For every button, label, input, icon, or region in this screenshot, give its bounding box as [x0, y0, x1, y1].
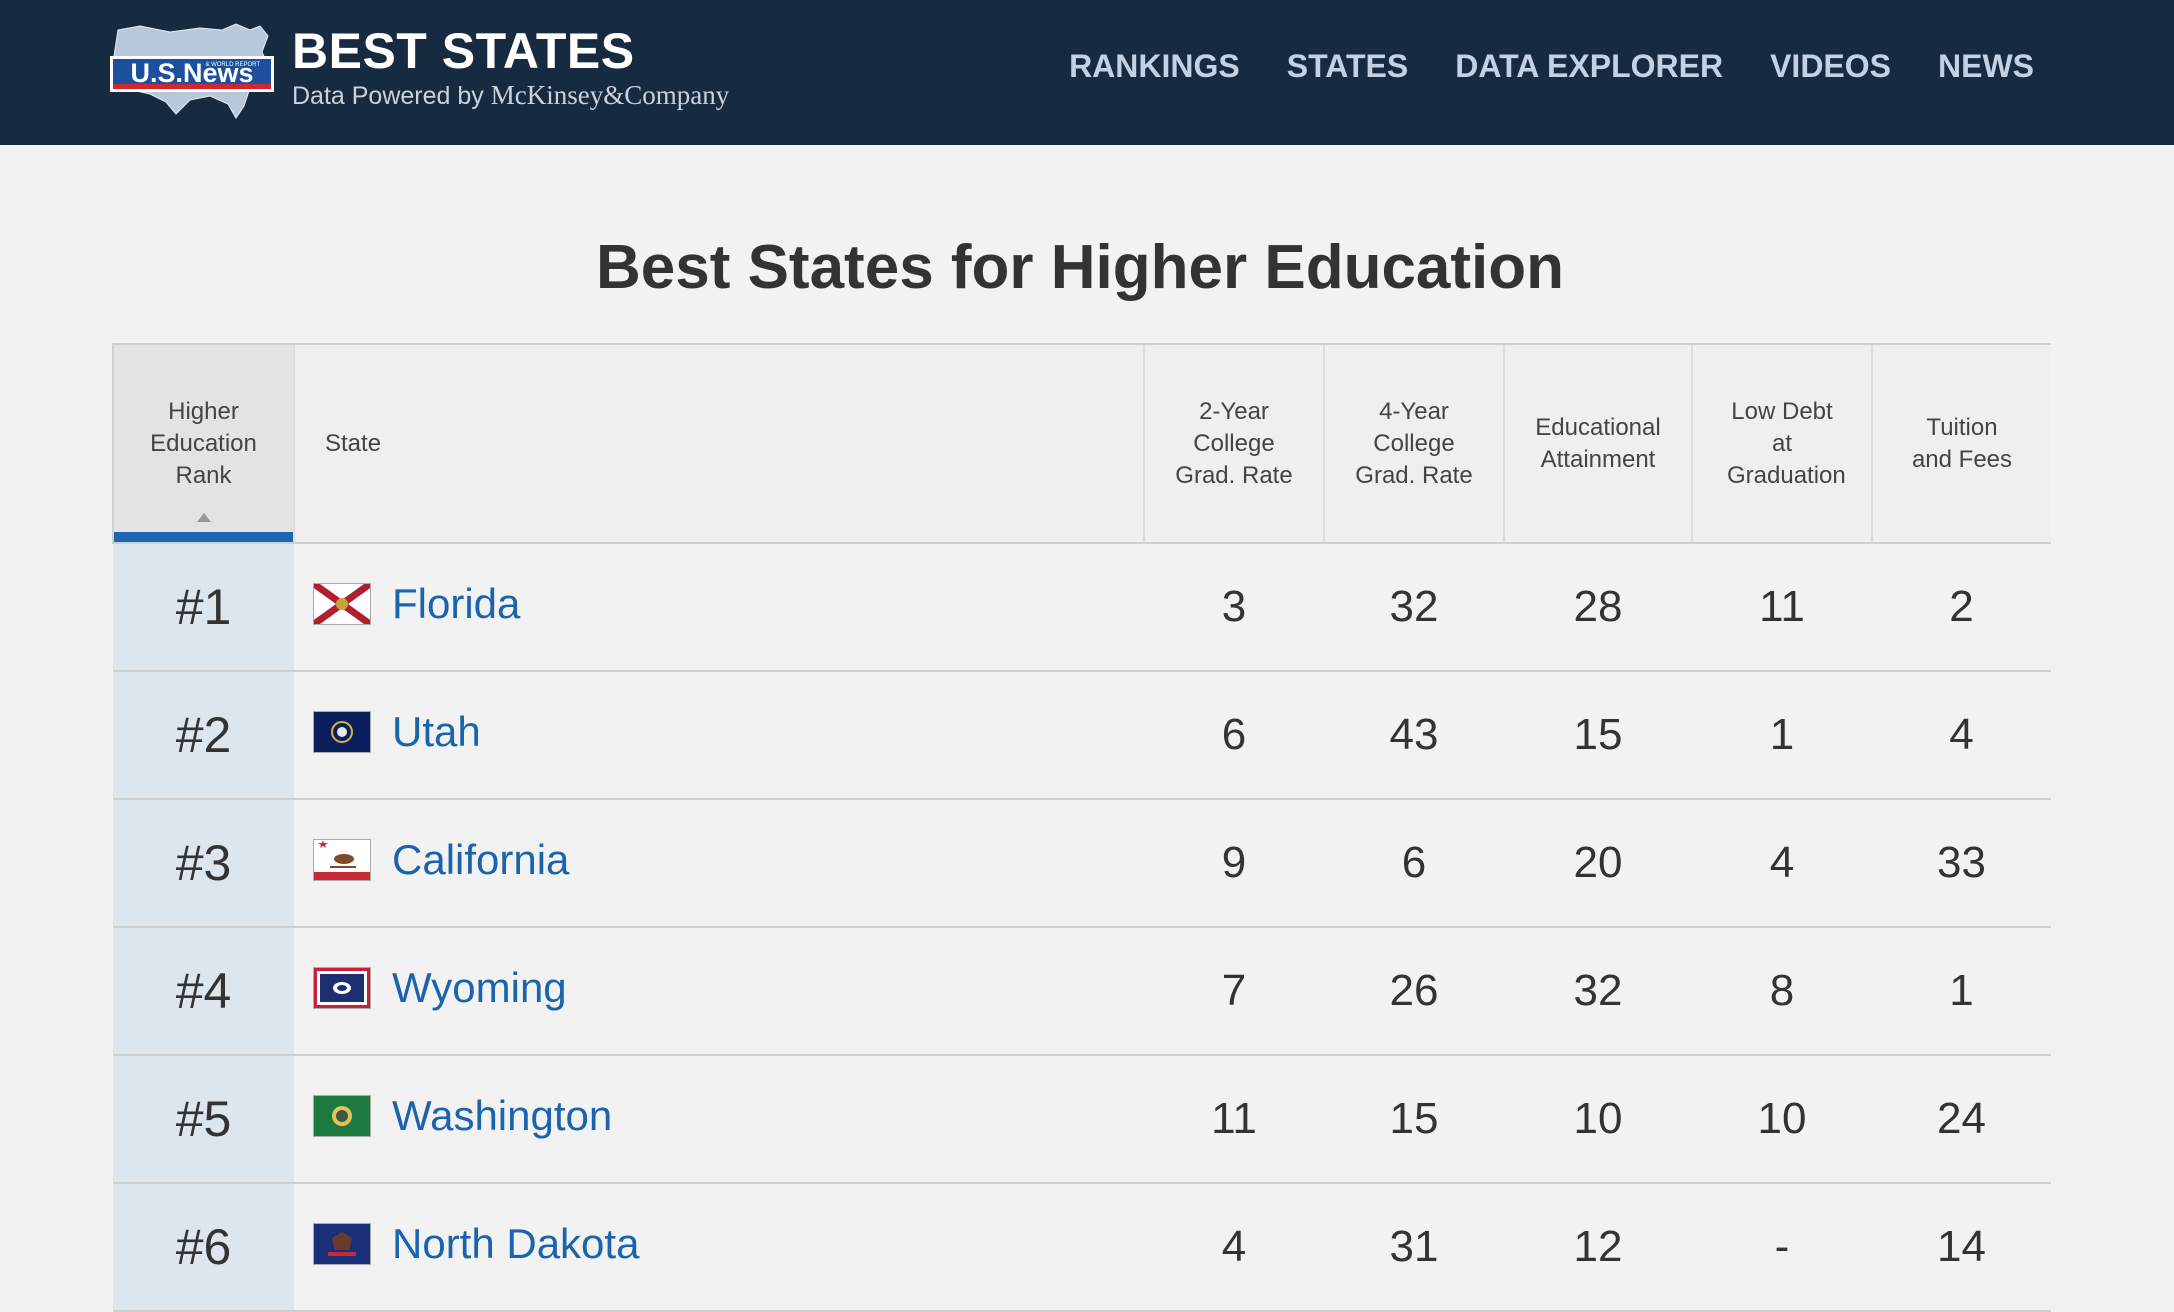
column-header-4yr-grad-rate[interactable]: 4-Year College Grad. Rate: [1323, 343, 1504, 544]
state-name: Washington: [392, 1091, 613, 1139]
column-header-attainment-label: Educational Attainment: [1535, 413, 1661, 473]
column-header-tuition-label: Tuition and Fees: [1911, 413, 2013, 473]
state-link-north-dakota[interactable]: North Dakota: [314, 1220, 639, 1268]
rank-cell: #6: [113, 1183, 294, 1312]
value-2yr: 6: [1144, 671, 1324, 800]
value-attainment: 10: [1504, 1055, 1692, 1184]
state-name: California: [392, 835, 570, 883]
state-cell: North Dakota: [294, 1183, 1144, 1312]
state-link-washington[interactable]: Washington: [314, 1092, 612, 1140]
column-header-2yr-grad-rate[interactable]: 2-Year College Grad. Rate: [1143, 343, 1324, 544]
column-header-2yr-label: 2-Year College Grad. Rate: [1175, 397, 1293, 489]
value-attainment: 32: [1504, 927, 1692, 1056]
value-tuition: 14: [1872, 1183, 2051, 1312]
value-attainment: 15: [1504, 671, 1692, 800]
value-tuition: 24: [1872, 1055, 2051, 1184]
value-low-debt: 8: [1692, 927, 1872, 1056]
column-header-low-debt-label: Low Debt at Graduation: [1727, 397, 1846, 489]
svg-text:U.S.News: U.S.News: [130, 58, 253, 88]
rank-cell: #1: [113, 543, 294, 672]
value-4yr: 26: [1324, 927, 1504, 1056]
nav-videos[interactable]: VIDEOS: [1770, 48, 1891, 84]
value-2yr: 4: [1144, 1183, 1324, 1312]
value-4yr: 15: [1324, 1055, 1504, 1184]
table-row: #1 Florida 3 32 28 11 2: [113, 543, 2051, 672]
column-header-rank-label: Higher Education Rank: [150, 397, 257, 489]
value-4yr: 32: [1324, 543, 1504, 672]
nav-news[interactable]: NEWS: [1938, 48, 2034, 84]
column-header-tuition-fees[interactable]: Tuition and Fees: [1871, 343, 2051, 544]
value-2yr: 3: [1144, 543, 1324, 672]
state-name: Florida: [392, 579, 521, 627]
rank-cell: #3: [113, 799, 294, 928]
value-low-debt: 10: [1692, 1055, 1872, 1184]
state-cell: Florida: [294, 543, 1144, 672]
rank-cell: #5: [113, 1055, 294, 1184]
column-header-low-debt[interactable]: Low Debt at Graduation: [1691, 343, 1872, 544]
florida-flag-icon: [311, 580, 373, 627]
table-header-row: Higher Education Rank State 2-Year Colle…: [112, 343, 2051, 544]
state-name: Utah: [392, 707, 481, 755]
column-header-state[interactable]: State: [293, 343, 1144, 544]
top-navigation-bar: U.S.News & WORLD REPORT BEST STATES Data…: [0, 0, 2174, 145]
state-cell: Utah: [294, 671, 1144, 800]
state-cell: Washington: [294, 1055, 1144, 1184]
table-row: #5 Washington 11 15 10 10 24: [113, 1055, 2051, 1184]
rank-cell: #2: [113, 671, 294, 800]
table-row: #6 North Dakota 4 31 12 - 14: [113, 1183, 2051, 1312]
value-low-debt: 4: [1692, 799, 1872, 928]
state-link-california[interactable]: California: [314, 836, 569, 884]
value-attainment: 28: [1504, 543, 1692, 672]
value-tuition: 4: [1872, 671, 2051, 800]
state-link-utah[interactable]: Utah: [314, 708, 481, 756]
column-header-rank[interactable]: Higher Education Rank: [112, 343, 294, 544]
nav-states[interactable]: STATES: [1286, 48, 1409, 84]
value-4yr: 6: [1324, 799, 1504, 928]
page-title: Best States for Higher Education: [595, 233, 1565, 302]
state-link-wyoming[interactable]: Wyoming: [314, 964, 567, 1012]
rankings-table: Higher Education Rank State 2-Year Colle…: [112, 343, 2051, 1312]
subtitle-company: McKinsey&Company: [490, 80, 730, 110]
usnews-logo[interactable]: U.S.News & WORLD REPORT: [110, 22, 274, 122]
site-subtitle: Data Powered by McKinsey&Company: [292, 80, 729, 111]
value-tuition: 2: [1872, 543, 2051, 672]
value-2yr: 11: [1144, 1055, 1324, 1184]
site-title[interactable]: BEST STATES: [292, 23, 635, 79]
value-attainment: 20: [1504, 799, 1692, 928]
column-header-educational-attainment[interactable]: Educational Attainment: [1503, 343, 1692, 544]
north-dakota-flag-icon: [314, 1223, 370, 1264]
value-4yr: 43: [1324, 671, 1504, 800]
state-cell: Wyoming: [294, 927, 1144, 1056]
washington-flag-icon: [314, 1095, 370, 1136]
value-attainment: 12: [1504, 1183, 1692, 1312]
value-tuition: 33: [1872, 799, 2051, 928]
value-tuition: 1: [1872, 927, 2051, 1056]
table-row: #2 Utah 6 43 15 1 4: [113, 671, 2051, 800]
table-row: #3 California 9 6 20 4 33: [113, 799, 2051, 928]
california-flag-icon: [314, 839, 370, 880]
value-low-debt: 11: [1692, 543, 1872, 672]
state-link-florida[interactable]: Florida: [311, 579, 521, 628]
value-low-debt: -: [1692, 1183, 1872, 1312]
nav-data-explorer[interactable]: DATA EXPLORER: [1455, 48, 1724, 84]
nav-rankings[interactable]: RANKINGS: [1069, 48, 1240, 84]
value-4yr: 31: [1324, 1183, 1504, 1312]
main-nav: RANKINGS STATES DATA EXPLORER VIDEOS NEW…: [1069, 48, 2034, 85]
rank-cell: #4: [113, 927, 294, 1056]
state-name: Wyoming: [392, 963, 567, 1011]
wyoming-flag-icon: [314, 967, 370, 1008]
subtitle-prefix: Data Powered by: [292, 82, 484, 110]
sort-ascending-icon: [196, 513, 211, 522]
value-2yr: 9: [1144, 799, 1324, 928]
value-2yr: 7: [1144, 927, 1324, 1056]
svg-text:& WORLD REPORT: & WORLD REPORT: [205, 62, 260, 68]
state-name: North Dakota: [392, 1219, 640, 1267]
column-header-4yr-label: 4-Year College Grad. Rate: [1355, 397, 1473, 489]
state-cell: California: [294, 799, 1144, 928]
sort-indicator-bar: [114, 532, 293, 542]
value-low-debt: 1: [1692, 671, 1872, 800]
table-row: #4 Wyoming 7 26 32 8 1: [113, 927, 2051, 1056]
utah-flag-icon: [314, 711, 370, 752]
